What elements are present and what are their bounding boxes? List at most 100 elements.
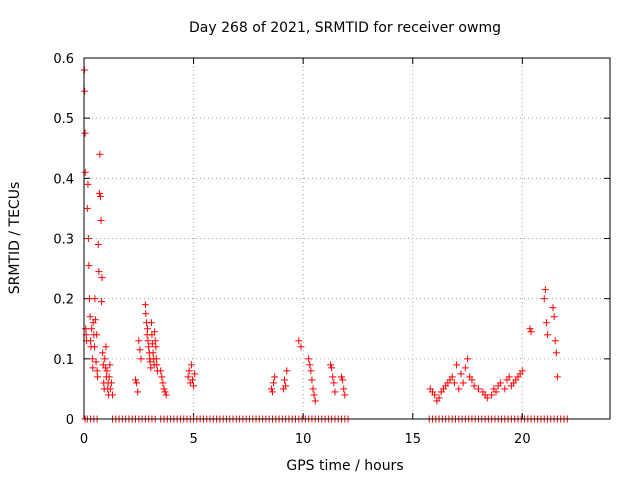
data-point (103, 367, 111, 375)
data-point (106, 361, 114, 369)
data-point (144, 337, 152, 345)
grid-lines (84, 58, 610, 419)
data-point (91, 343, 99, 351)
data-point (84, 180, 92, 188)
data-point (84, 235, 92, 242)
data-point (475, 385, 482, 393)
data-point (157, 367, 165, 375)
data-point (160, 385, 168, 393)
data-point (161, 388, 169, 396)
y-tick-label: 0.2 (53, 293, 74, 308)
data-point (151, 337, 159, 345)
data-point (148, 340, 156, 348)
data-point (190, 382, 198, 390)
data-point (552, 349, 560, 357)
y-tick-label: 0.4 (53, 172, 74, 187)
data-point (159, 379, 167, 387)
data-point (81, 87, 89, 95)
data-point (526, 325, 534, 333)
data-point (483, 394, 491, 402)
data-point (148, 319, 156, 327)
data-point (83, 204, 91, 212)
y-tick-label: 0.1 (53, 353, 74, 368)
data-point (306, 361, 314, 369)
data-point (187, 361, 195, 369)
data-point (102, 343, 110, 351)
data-point (94, 373, 102, 381)
data-point (147, 364, 155, 372)
data-point (501, 385, 509, 393)
data-point (99, 349, 107, 357)
data-point (95, 268, 103, 276)
y-tick-label: 0.5 (53, 112, 74, 127)
data-point (98, 298, 106, 306)
y-axis-label: SRMTID / TECUs (7, 182, 23, 295)
y-tick-label: 0.3 (53, 233, 74, 248)
data-point (270, 379, 278, 387)
data-point (82, 325, 90, 333)
data-point (455, 385, 463, 393)
data-point (152, 355, 160, 363)
x-tick-label: 0 (80, 432, 88, 447)
data-point (488, 391, 496, 399)
data-point (108, 391, 116, 399)
data-point (544, 331, 552, 339)
data-point (101, 355, 109, 363)
data-points (80, 66, 571, 423)
data-point (283, 367, 291, 375)
data-point (151, 328, 159, 336)
data-point (132, 376, 140, 384)
data-point (470, 382, 478, 390)
data-point (549, 304, 557, 312)
y-tick-label: 0.6 (53, 52, 74, 67)
data-point (135, 337, 143, 345)
data-point (137, 355, 145, 363)
y-tick-label: 0 (66, 413, 74, 428)
data-point (435, 394, 443, 402)
data-point (311, 397, 319, 405)
data-point (331, 388, 339, 396)
data-point (188, 376, 196, 384)
plot-frame (83, 57, 611, 420)
chart-title: Day 268 of 2021, SRMTID for receiver owm… (189, 20, 501, 36)
x-tick-label: 20 (514, 432, 531, 447)
data-point (268, 388, 276, 396)
data-point (81, 129, 89, 137)
data-point (341, 391, 349, 399)
data-point (184, 373, 192, 381)
data-point (450, 379, 458, 387)
x-tick-label: 5 (189, 432, 197, 447)
data-point (136, 346, 144, 354)
data-point (185, 367, 193, 375)
axis-ticks: 0 0.1 0.2 0.3 0.4 0.5 0.6 0 5 10 15 20 (53, 52, 610, 447)
data-point (95, 189, 103, 197)
data-point (338, 373, 346, 381)
data-point (98, 274, 106, 282)
data-point (107, 379, 115, 387)
data-point (101, 364, 109, 372)
data-point (496, 379, 504, 387)
data-point (282, 382, 290, 390)
data-point (142, 310, 150, 318)
data-point (152, 343, 160, 351)
data-point (527, 328, 535, 336)
data-point (85, 262, 93, 270)
data-point (551, 337, 559, 345)
data-point (307, 367, 315, 375)
data-point (542, 319, 550, 327)
data-point (86, 313, 94, 321)
data-point (281, 376, 289, 384)
data-point (461, 364, 469, 372)
data-point (453, 361, 461, 369)
data-point (327, 361, 335, 369)
data-point (191, 370, 199, 378)
data-point (468, 376, 476, 384)
data-point (158, 373, 166, 381)
data-point (92, 358, 100, 366)
data-point (267, 385, 275, 393)
data-point (88, 355, 96, 363)
data-point (328, 364, 336, 372)
data-point (340, 385, 348, 393)
data-point (308, 376, 316, 384)
data-point (144, 325, 152, 333)
